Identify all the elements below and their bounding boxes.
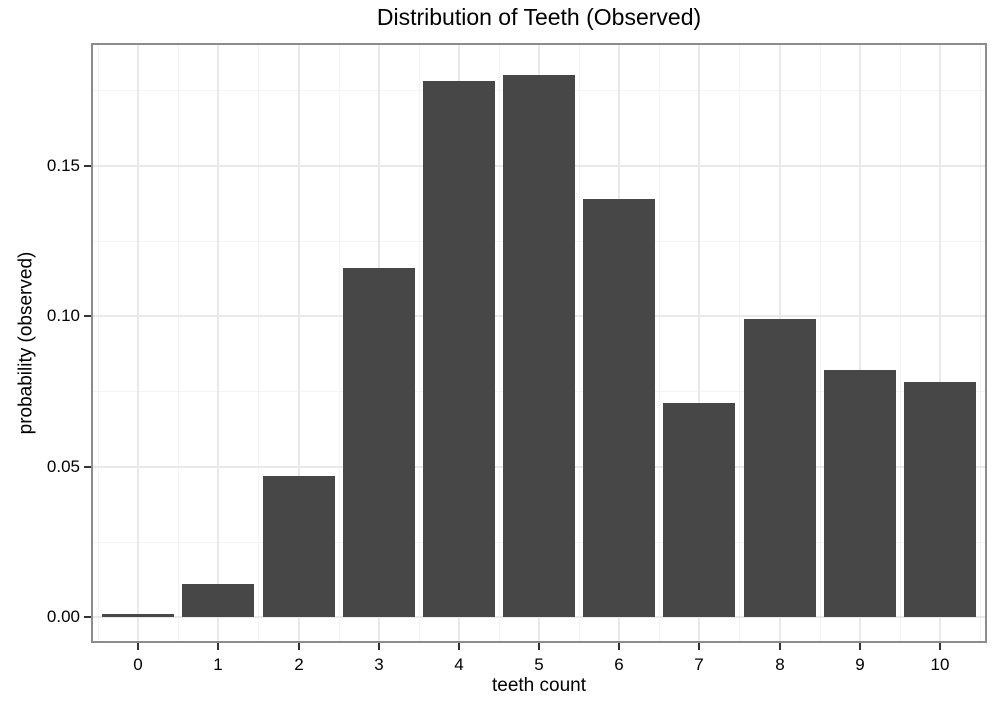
grid-major-v [859,44,861,642]
plot-panel [91,43,987,643]
grid-major-v [698,44,700,642]
bar [102,614,174,617]
x-tick-label: 0 [133,655,143,674]
grid-minor-v [419,44,420,642]
x-axis-tick [298,642,300,650]
x-tick-label: 8 [775,655,785,674]
grid-major-v [217,44,219,642]
x-tick-label: 9 [855,655,865,674]
bar [744,319,816,617]
y-axis-tick [84,616,92,618]
bar [824,370,896,617]
grid-minor-v [499,44,500,642]
x-tick-label: 10 [930,655,950,674]
x-axis-tick [618,642,620,650]
bar [583,199,655,617]
grid-major-v [298,44,300,642]
grid-minor-v [980,44,981,642]
bar [343,268,415,617]
x-axis-tick [378,642,380,650]
x-axis-tick [137,642,139,650]
grid-minor-v [339,44,340,642]
x-tick-label: 2 [294,655,304,674]
grid-minor-v [739,44,740,642]
bar [663,403,735,617]
x-tick-label: 6 [614,655,624,674]
y-tick-label: 0.10 [46,306,80,325]
bar [503,75,575,617]
bar [423,81,495,617]
x-axis-tick [538,642,540,650]
y-axis-tick [84,315,92,317]
x-tick-label: 7 [694,655,704,674]
x-axis-tick [217,642,219,650]
grid-minor-v [900,44,901,642]
chart-title: Distribution of Teeth (Observed) [376,4,702,30]
bar [263,476,335,617]
y-tick-label: 0.15 [46,156,80,175]
bar [904,382,976,617]
x-axis-tick [859,642,861,650]
bar [182,584,254,617]
x-tick-label: 4 [454,655,464,674]
grid-minor-v [178,44,179,642]
x-axis-tick [458,642,460,650]
x-axis-title: teeth count [491,675,587,696]
y-axis-title: probability (observed) [15,251,37,435]
grid-major-v [137,44,139,642]
x-tick-label: 5 [534,655,544,674]
x-axis-tick [698,642,700,650]
grid-minor-v [659,44,660,642]
grid-minor-v [98,44,99,642]
x-tick-label: 3 [374,655,384,674]
y-tick-label: 0.00 [46,607,80,626]
x-tick-label: 1 [213,655,223,674]
grid-major-v [939,44,941,642]
y-axis-tick [84,165,92,167]
x-axis-tick [939,642,941,650]
grid-minor-v [258,44,259,642]
grid-minor-v [820,44,821,642]
y-tick-label: 0.05 [46,457,80,476]
grid-minor-v [579,44,580,642]
x-axis-tick [779,642,781,650]
y-axis-tick [84,466,92,468]
